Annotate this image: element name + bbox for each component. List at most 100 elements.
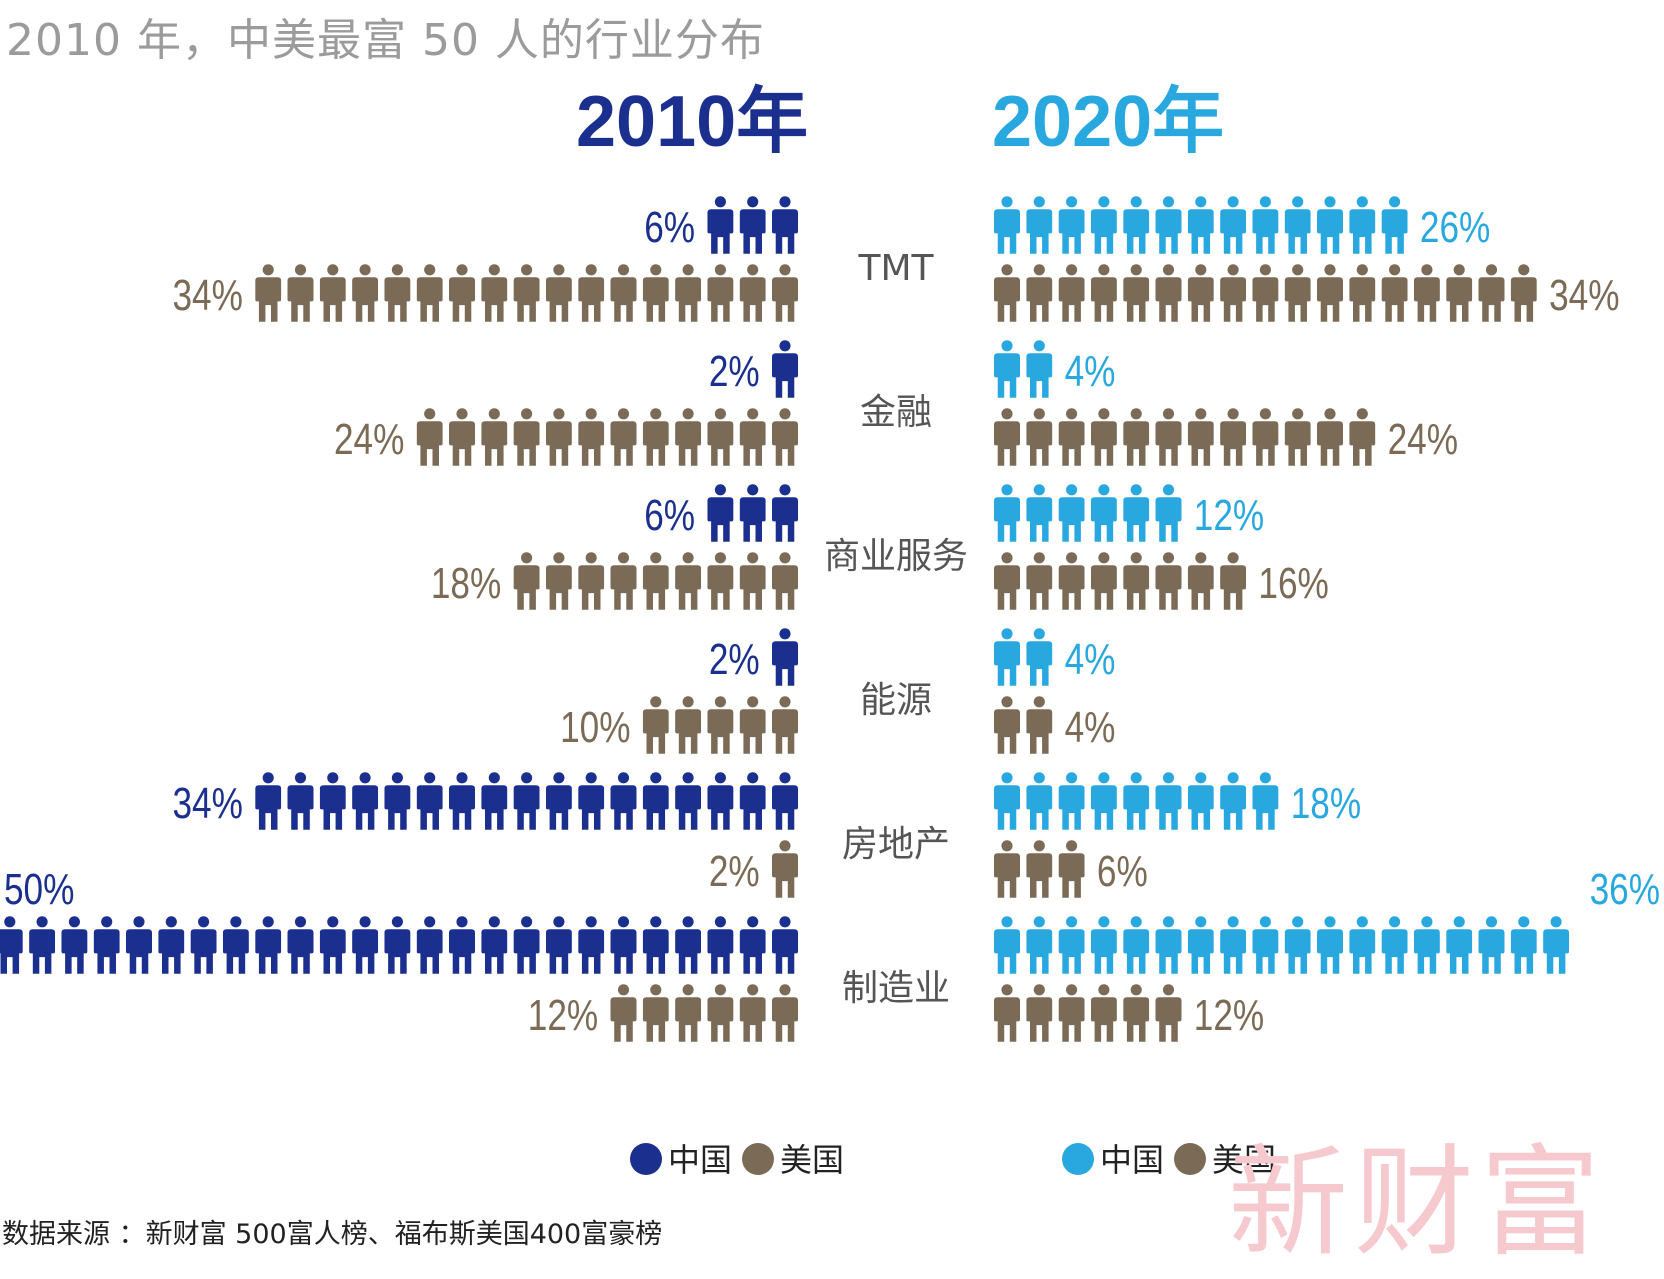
person-icon <box>1478 264 1505 322</box>
person-icon <box>1284 264 1311 322</box>
person-icon <box>352 264 379 322</box>
person-icon <box>61 916 88 974</box>
percent-label: 24% <box>1388 415 1458 464</box>
person-icon <box>772 552 798 610</box>
person-icon <box>772 264 798 322</box>
legend-label: 中国 <box>1100 1141 1164 1179</box>
person-icon <box>1123 772 1150 830</box>
person-icon <box>1349 408 1376 466</box>
person-icon <box>93 916 120 974</box>
person-icon <box>0 916 23 974</box>
person-icon <box>255 264 282 322</box>
person-icon <box>772 772 798 830</box>
person-icon <box>449 408 475 466</box>
person-icon <box>994 340 1020 398</box>
person-icon <box>1317 196 1343 254</box>
person-icon <box>255 916 282 974</box>
person-icon <box>675 264 702 322</box>
percent-label: 10% <box>560 703 630 752</box>
person-icon <box>1090 916 1117 974</box>
person-icon <box>1413 916 1440 974</box>
person-icon <box>739 264 766 322</box>
person-icon <box>675 984 702 1042</box>
person-icon <box>319 264 346 322</box>
person-icon <box>545 264 572 322</box>
percent-label: 12% <box>528 991 598 1040</box>
person-icon <box>1220 772 1247 830</box>
person-icon <box>675 552 702 610</box>
person-icon <box>1446 916 1473 974</box>
percent-label: 36% <box>1590 865 1660 914</box>
person-icon <box>1252 772 1279 830</box>
percent-label: 6% <box>1097 847 1148 896</box>
person-icon <box>675 696 702 754</box>
category-label: TMT <box>857 248 934 289</box>
person-icon <box>578 916 605 974</box>
person-icon <box>610 916 637 974</box>
person-icon <box>545 916 572 974</box>
person-icon <box>1155 484 1182 542</box>
person-icon <box>190 916 217 974</box>
person-icon <box>994 916 1020 974</box>
percent-label: 18% <box>1291 779 1361 828</box>
person-icon <box>1090 772 1117 830</box>
person-icon <box>739 984 766 1042</box>
person-icon <box>994 264 1020 322</box>
person-icon <box>739 552 766 610</box>
person-icon <box>772 628 798 686</box>
person-icon <box>739 916 766 974</box>
person-icon <box>610 552 637 610</box>
person-icon <box>1090 984 1117 1042</box>
person-icon <box>994 484 1020 542</box>
person-icon <box>1317 408 1343 466</box>
person-icon <box>1187 916 1214 974</box>
person-icon <box>384 772 411 830</box>
person-icon <box>994 408 1020 466</box>
person-icon <box>416 264 443 322</box>
person-icon <box>481 264 508 322</box>
person-icon <box>449 916 475 974</box>
legend-label: 美国 <box>780 1141 844 1179</box>
person-icon <box>1123 984 1150 1042</box>
percent-label: 4% <box>1065 635 1116 684</box>
person-icon <box>1381 196 1408 254</box>
person-icon <box>1284 408 1311 466</box>
person-icon <box>675 772 702 830</box>
legend-dot <box>630 1143 662 1175</box>
person-icon <box>1381 264 1408 322</box>
person-icon <box>772 408 798 466</box>
person-icon <box>1510 264 1537 322</box>
person-icon <box>1123 408 1150 466</box>
person-icon <box>1026 340 1053 398</box>
person-icon <box>287 772 314 830</box>
percent-label: 12% <box>1194 991 1264 1040</box>
person-icon <box>255 772 282 830</box>
person-icon <box>1349 196 1376 254</box>
person-icon <box>578 772 605 830</box>
person-icon <box>513 916 540 974</box>
person-icon <box>707 916 734 974</box>
person-icon <box>772 840 798 898</box>
person-icon <box>287 264 314 322</box>
percent-label: 34% <box>172 779 242 828</box>
person-icon <box>707 264 734 322</box>
person-icon <box>772 916 798 974</box>
person-icon <box>994 196 1020 254</box>
percent-label: 24% <box>334 415 404 464</box>
person-icon <box>1026 552 1053 610</box>
person-icon <box>1155 196 1182 254</box>
category-label: 商业服务 <box>824 536 968 577</box>
person-icon <box>1026 408 1053 466</box>
person-icon <box>1155 984 1182 1042</box>
percent-label: 4% <box>1065 347 1116 396</box>
person-icon <box>1090 264 1117 322</box>
person-icon <box>1058 984 1085 1042</box>
person-icon <box>1026 696 1053 754</box>
person-icon <box>994 628 1020 686</box>
person-icon <box>1026 628 1053 686</box>
legend-label: 中国 <box>668 1141 732 1179</box>
percent-label: 12% <box>1194 491 1264 540</box>
legend-label: 美国 <box>1212 1141 1276 1179</box>
person-icon <box>1123 484 1150 542</box>
